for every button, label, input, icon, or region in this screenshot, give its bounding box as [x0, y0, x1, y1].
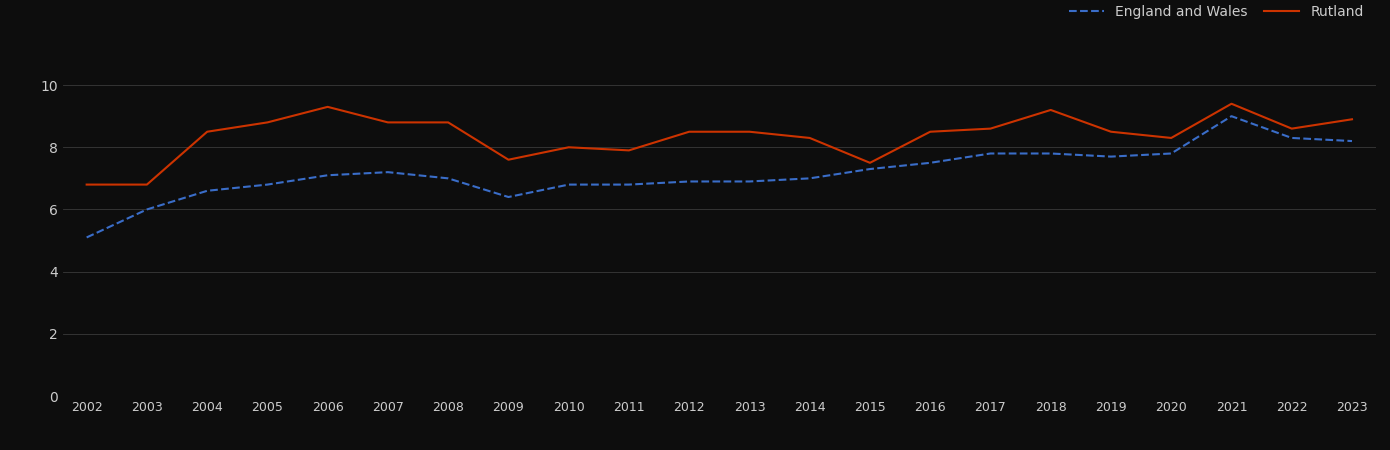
- Legend: England and Wales, Rutland: England and Wales, Rutland: [1063, 0, 1369, 24]
